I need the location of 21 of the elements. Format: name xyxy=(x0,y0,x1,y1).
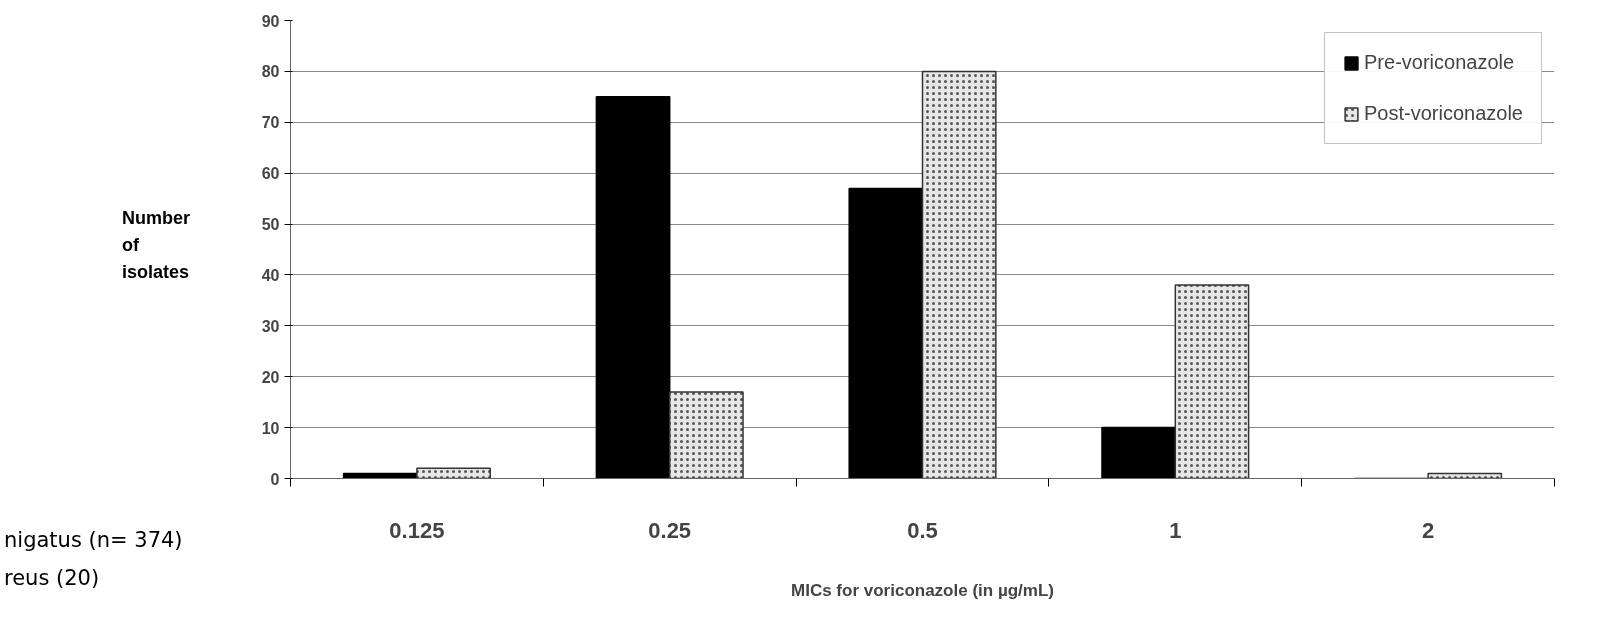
text: reus (20) xyxy=(4,565,100,592)
y-tick-label: 30 xyxy=(261,317,280,335)
y-tick-label: 10 xyxy=(261,419,280,437)
y-tick-label: 0 xyxy=(270,470,280,488)
x-tick-label: 0.5 xyxy=(907,517,938,543)
y-tick-label: 50 xyxy=(261,216,280,234)
y-tick-label: 20 xyxy=(261,368,280,386)
x-tick-label: 0.25 xyxy=(648,517,692,543)
text: nigatus (n= 374) xyxy=(4,527,183,554)
y-tick-label: 60 xyxy=(261,165,280,183)
y-tick-label: 70 xyxy=(261,114,280,132)
y-tick-label: 90 xyxy=(261,12,280,30)
x-tick-label: 1 xyxy=(1169,517,1182,543)
x-tick-label: 0.125 xyxy=(389,517,445,543)
legend-label: Pre-voriconazole xyxy=(1364,51,1515,74)
y-tick-label: 80 xyxy=(261,63,280,81)
y-axis-title: Number of isolates xyxy=(122,207,191,284)
y-tick-label: 40 xyxy=(261,266,280,284)
x-axis-title: MICs for voriconazole (in µg/mL) xyxy=(791,580,1054,600)
legend-label: Post-voriconazole xyxy=(1364,102,1523,125)
x-tick-label: 2 xyxy=(1421,517,1435,543)
